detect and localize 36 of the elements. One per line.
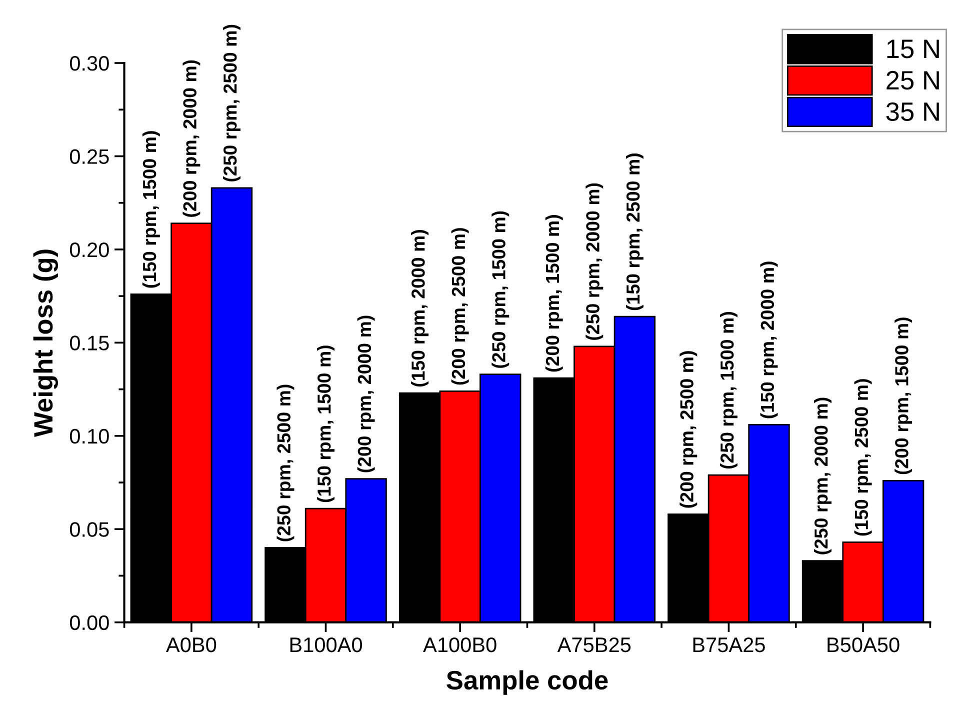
data-label: (200 rpm, 2000 m) xyxy=(182,60,200,217)
y-tick-label: 0.00 xyxy=(70,615,109,630)
y-tick-label: 0.25 xyxy=(70,149,109,164)
legend-label: 35 N xyxy=(886,102,939,122)
x-tick-label: A100B0 xyxy=(423,637,496,652)
y-tick-label: 0.30 xyxy=(70,56,109,71)
data-label: (250 rpm, 2000 m) xyxy=(814,398,832,554)
data-label: (250 rpm, 2500 m) xyxy=(276,384,294,542)
data-label: (200 rpm, 1500 m) xyxy=(545,215,563,372)
data-label: (150 rpm, 2000 m) xyxy=(760,262,778,418)
x-tick-label: B75A25 xyxy=(693,637,765,652)
y-tick-label: 0.20 xyxy=(70,242,109,258)
y-axis-title: Weight loss (g) xyxy=(33,250,58,437)
y-tick-label: 0.05 xyxy=(70,522,109,537)
y-tick-label: 0.10 xyxy=(70,428,109,444)
x-tick-label: A75B25 xyxy=(557,637,631,652)
y-tick-label: 0.15 xyxy=(70,336,109,350)
data-label: (150 rpm, 2500 m) xyxy=(854,379,872,536)
legend-label: 15 N xyxy=(887,40,939,58)
x-axis-title: Sample code xyxy=(446,670,608,695)
legend-label: 25 N xyxy=(886,70,939,90)
x-tick-label: A0B0 xyxy=(166,637,216,652)
data-label: (150 rpm, 2500 m) xyxy=(626,154,644,310)
data-label: (250 rpm, 2500 m) xyxy=(222,24,240,182)
data-label: (150 rpm, 1500 m) xyxy=(317,346,334,502)
data-label: (200 rpm, 2500 m) xyxy=(680,351,698,508)
data-label: (250 rpm, 2000 m) xyxy=(586,183,604,340)
data-label: (150 rpm, 2000 m) xyxy=(411,230,429,387)
x-tick-label: B100A0 xyxy=(290,637,362,652)
data-label: (150 rpm, 1500 m) xyxy=(142,131,160,288)
data-label: (200 rpm, 1500 m) xyxy=(894,318,912,474)
data-label: (250 rpm, 1500 m) xyxy=(720,312,738,469)
data-label: (200 rpm, 2500 m) xyxy=(451,228,469,385)
data-label: (200 rpm, 2000 m) xyxy=(357,316,375,472)
x-tick-label: B50A50 xyxy=(828,637,900,652)
data-label: (250 rpm, 1500 m) xyxy=(492,211,510,368)
